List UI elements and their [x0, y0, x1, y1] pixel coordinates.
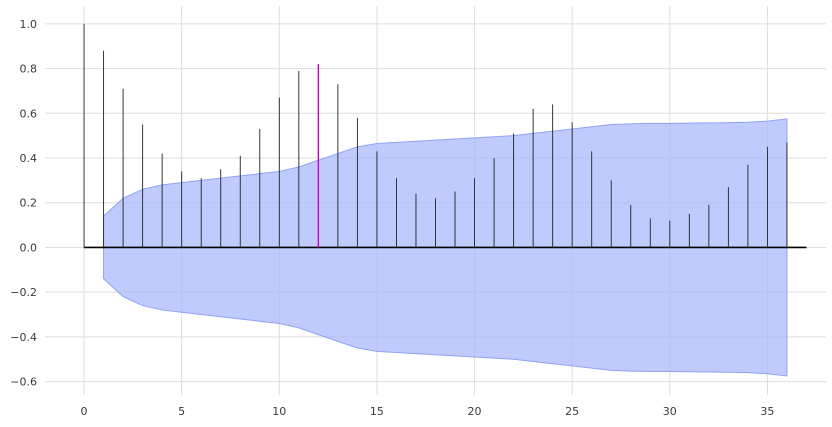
y-tick-label: −0.4: [10, 331, 37, 344]
x-tick-label: 20: [468, 405, 482, 418]
x-tick-label: 30: [663, 405, 677, 418]
y-tick-label: −0.6: [10, 376, 37, 389]
x-tick-labels: 0 5 10 15 20 25 30 35: [81, 405, 775, 418]
x-tick-label: 15: [370, 405, 384, 418]
y-tick-label: 0.2: [20, 197, 38, 210]
x-tick-label: 35: [760, 405, 774, 418]
y-tick-label: 1.0: [20, 18, 38, 31]
x-tick-label: 25: [565, 405, 579, 418]
x-tick-label: 5: [178, 405, 185, 418]
y-tick-label: −0.2: [10, 286, 37, 299]
y-tick-label: 0.8: [20, 63, 38, 76]
y-tick-label: 0.0: [20, 241, 38, 254]
y-tick-label: 0.4: [20, 152, 38, 165]
x-tick-label: 10: [272, 405, 286, 418]
acf-bars: [83, 23, 788, 248]
y-tick-labels: 1.0 0.8 0.6 0.4 0.2 0.0 −0.2 −0.4 −0.6: [10, 18, 37, 389]
y-tick-label: 0.6: [20, 107, 38, 120]
x-tick-label: 0: [81, 405, 88, 418]
